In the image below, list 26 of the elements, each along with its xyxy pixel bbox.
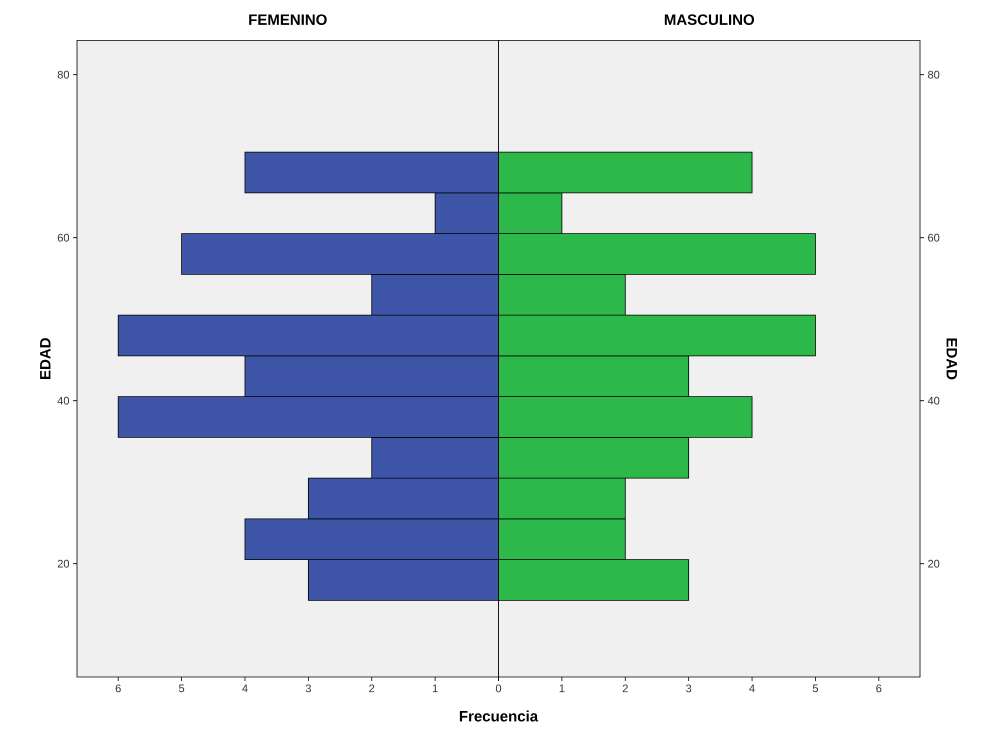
x-tick-label: 4 xyxy=(749,684,755,692)
y-tick-label: 20 xyxy=(928,560,940,568)
y-axis-title: EDAD xyxy=(40,338,50,379)
y-tick-label: 40 xyxy=(58,396,70,405)
y-tick-label: 60 xyxy=(58,234,70,242)
x-tick-label: 0 xyxy=(496,684,502,692)
x-tick-label: 3 xyxy=(686,684,692,692)
x-tick-label: 4 xyxy=(242,684,248,692)
chart-title: MASCULINO xyxy=(664,14,754,25)
y-tick-label: 60 xyxy=(928,234,940,242)
x-tick-label: 6 xyxy=(116,684,121,692)
y-tick-label: 80 xyxy=(58,70,70,79)
x-tick-label: 2 xyxy=(622,684,628,692)
y-tick-label: 20 xyxy=(58,560,70,568)
chart-title: FEMENINO xyxy=(249,14,327,25)
x-axis-title: Frecuencia xyxy=(460,710,538,722)
x-tick-label: 3 xyxy=(306,684,311,692)
y-tick-label: 80 xyxy=(928,70,940,79)
x-tick-label: 1 xyxy=(432,684,438,692)
x-tick-label: 5 xyxy=(178,684,184,692)
y-axis-title: EDAD xyxy=(946,338,957,380)
x-tick-label: 5 xyxy=(812,684,818,692)
x-tick-label: 2 xyxy=(369,684,374,692)
y-tick-label: 40 xyxy=(928,396,940,405)
x-tick-label: 6 xyxy=(876,684,882,692)
x-tick-label: 1 xyxy=(560,684,564,692)
